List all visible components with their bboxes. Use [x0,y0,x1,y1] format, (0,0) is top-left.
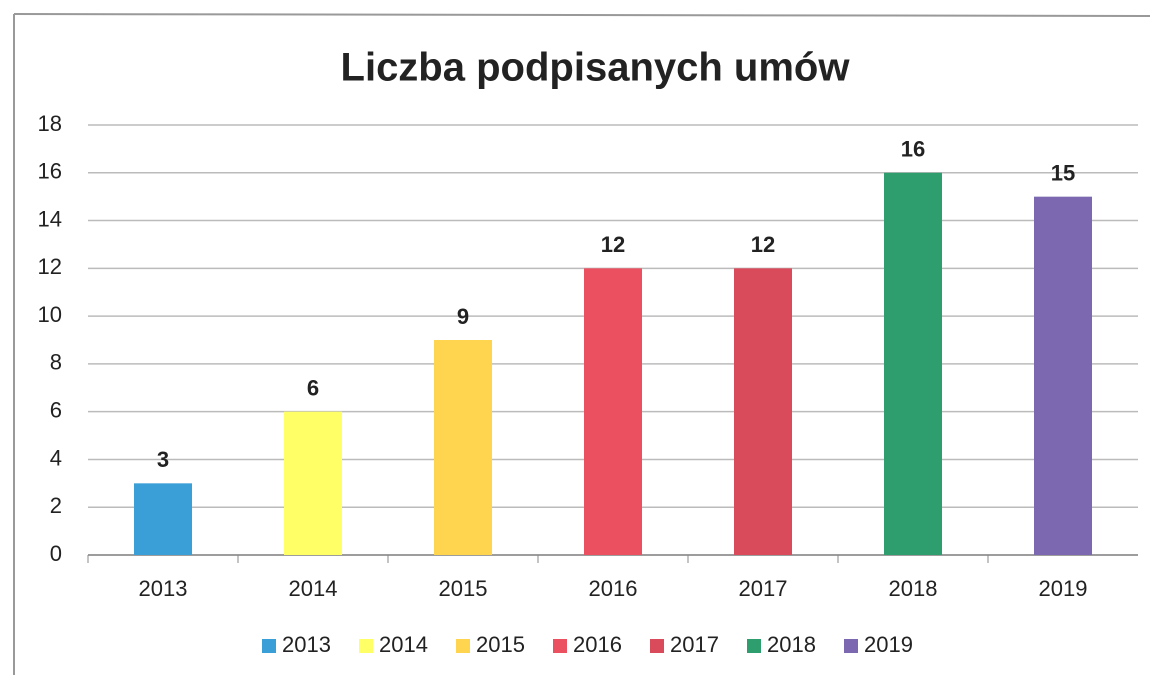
x-tick-label: 2017 [739,576,788,601]
bar [284,411,342,555]
data-label: 9 [457,304,469,329]
y-tick-label: 18 [38,111,62,136]
y-tick-label: 6 [50,397,62,422]
x-tick-label: 2019 [1039,576,1088,601]
data-label: 12 [601,232,625,257]
bar [1034,196,1092,555]
data-label: 12 [751,232,775,257]
x-tick-label: 2015 [439,576,488,601]
legend-label: 2014 [379,632,428,657]
y-tick-label: 14 [38,206,62,231]
legend-label: 2016 [573,632,622,657]
legend-swatch [650,639,664,653]
legend-label: 2019 [864,632,913,657]
legend-label: 2013 [282,632,331,657]
x-tick-label: 2013 [139,576,188,601]
y-tick-label: 2 [50,493,62,518]
bar [734,268,792,555]
legend-swatch [553,639,567,653]
data-label: 16 [901,137,925,162]
x-tick-label: 2016 [589,576,638,601]
bar [584,268,642,555]
data-label: 3 [157,447,169,472]
legend-label: 2015 [476,632,525,657]
chart-title: Liczba podpisanych umów [341,46,851,90]
legend-swatch [456,639,470,653]
x-tick-label: 2014 [289,576,338,601]
bar [434,340,492,555]
y-tick-label: 16 [38,159,62,184]
y-tick-label: 12 [38,254,62,279]
legend-label: 2017 [670,632,719,657]
legend-swatch [262,639,276,653]
legend-label: 2018 [767,632,816,657]
legend-swatch [359,639,373,653]
y-tick-label: 4 [50,445,62,470]
data-label: 15 [1051,160,1075,185]
bar [884,172,942,555]
y-tick-label: 8 [50,350,62,375]
x-tick-label: 2018 [889,576,938,601]
data-label: 6 [307,375,319,400]
bar [134,483,192,555]
y-tick-label: 10 [38,302,62,327]
legend-swatch [747,639,761,653]
frame-top [13,13,1150,17]
legend-swatch [844,639,858,653]
y-tick-label: 0 [50,541,62,566]
